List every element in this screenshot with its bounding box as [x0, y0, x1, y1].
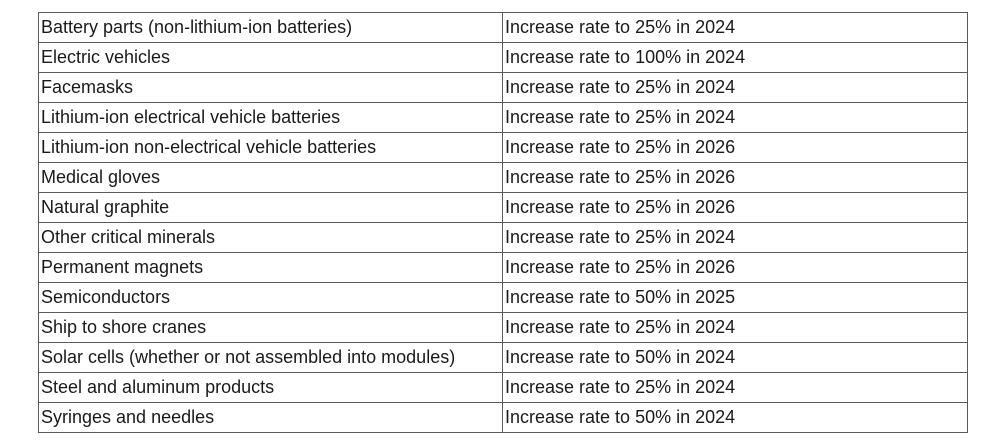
table-row: Natural graphite Increase rate to 25% in…	[38, 192, 968, 223]
rate-cell: Increase rate to 50% in 2025	[502, 282, 968, 313]
rate-cell: Increase rate to 25% in 2024	[502, 312, 968, 343]
product-cell: Electric vehicles	[38, 42, 503, 73]
table-row: Solar cells (whether or not assembled in…	[38, 342, 968, 373]
table-row: Other critical minerals Increase rate to…	[38, 222, 968, 253]
product-cell: Permanent magnets	[38, 252, 503, 283]
product-cell: Lithium-ion non-electrical vehicle batte…	[38, 132, 503, 163]
rate-cell: Increase rate to 25% in 2024	[502, 102, 968, 133]
product-cell: Syringes and needles	[38, 402, 503, 433]
table-row: Facemasks Increase rate to 25% in 2024	[38, 72, 968, 103]
rate-cell: Increase rate to 25% in 2026	[502, 192, 968, 223]
product-cell: Lithium-ion electrical vehicle batteries	[38, 102, 503, 133]
rate-cell: Increase rate to 25% in 2024	[502, 12, 968, 43]
product-cell: Solar cells (whether or not assembled in…	[38, 342, 503, 373]
product-cell: Facemasks	[38, 72, 503, 103]
table-row: Syringes and needles Increase rate to 50…	[38, 402, 968, 433]
rate-cell: Increase rate to 50% in 2024	[502, 402, 968, 433]
tariff-table: Battery parts (non-lithium-ion batteries…	[38, 12, 968, 433]
table-row: Medical gloves Increase rate to 25% in 2…	[38, 162, 968, 193]
table-row: Lithium-ion non-electrical vehicle batte…	[38, 132, 968, 163]
product-cell: Medical gloves	[38, 162, 503, 193]
table-body: Battery parts (non-lithium-ion batteries…	[38, 12, 968, 433]
product-cell: Battery parts (non-lithium-ion batteries…	[38, 12, 503, 43]
table-row: Permanent magnets Increase rate to 25% i…	[38, 252, 968, 283]
rate-cell: Increase rate to 25% in 2026	[502, 132, 968, 163]
table-row: Steel and aluminum products Increase rat…	[38, 372, 968, 403]
table-row: Ship to shore cranes Increase rate to 25…	[38, 312, 968, 343]
rate-cell: Increase rate to 25% in 2024	[502, 72, 968, 103]
rate-cell: Increase rate to 25% in 2026	[502, 162, 968, 193]
product-cell: Other critical minerals	[38, 222, 503, 253]
table-row: Battery parts (non-lithium-ion batteries…	[38, 12, 968, 43]
product-cell: Semiconductors	[38, 282, 503, 313]
rate-cell: Increase rate to 50% in 2024	[502, 342, 968, 373]
table-row: Semiconductors Increase rate to 50% in 2…	[38, 282, 968, 313]
table-row: Electric vehicles Increase rate to 100% …	[38, 42, 968, 73]
table-row: Lithium-ion electrical vehicle batteries…	[38, 102, 968, 133]
rate-cell: Increase rate to 100% in 2024	[502, 42, 968, 73]
product-cell: Natural graphite	[38, 192, 503, 223]
product-cell: Steel and aluminum products	[38, 372, 503, 403]
product-cell: Ship to shore cranes	[38, 312, 503, 343]
rate-cell: Increase rate to 25% in 2026	[502, 252, 968, 283]
rate-cell: Increase rate to 25% in 2024	[502, 222, 968, 253]
rate-cell: Increase rate to 25% in 2024	[502, 372, 968, 403]
